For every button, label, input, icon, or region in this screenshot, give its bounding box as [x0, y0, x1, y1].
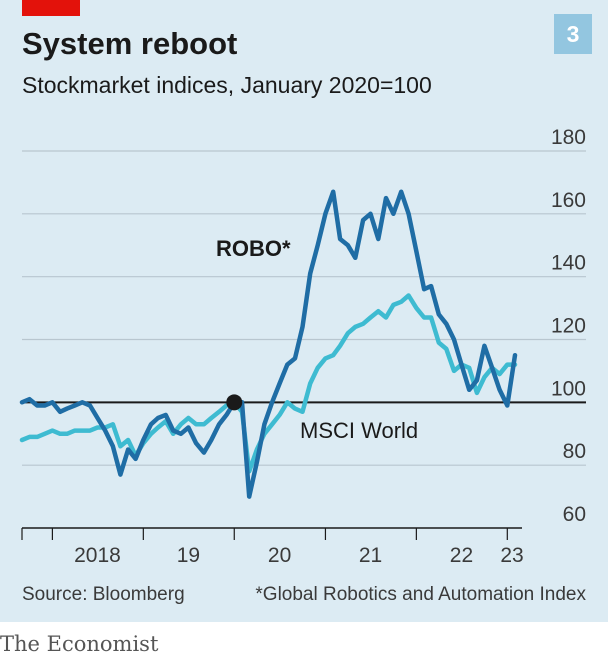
series-label-robo: ROBO*: [216, 236, 291, 261]
x-tick-label-19: 19: [177, 544, 200, 567]
x-tick-label-21: 21: [359, 544, 382, 567]
base-date-marker: [226, 394, 243, 411]
line-chart: 60 80 100 120 140 160 180 2018 19 20 21 22 23 ROBO*…: [19, 126, 586, 567]
series-labels: ROBO* MSCI World: [216, 236, 418, 443]
y-tick-label-120: 120: [551, 315, 586, 338]
markers: [226, 394, 243, 411]
y-tick-label-60: 60: [563, 503, 586, 526]
y-tick-labels: 60 80 100 120 140 160 180: [551, 126, 586, 526]
x-tick-label-20: 20: [268, 544, 291, 567]
source-note: Source: Bloomberg: [22, 584, 185, 605]
economist-logo-text: The Economist: [0, 632, 159, 656]
series-lines: [19, 189, 518, 499]
x-tick-label-2018: 2018: [74, 544, 121, 567]
x-axis: 2018 19 20 21 22 23: [21, 527, 524, 567]
chart-title: System reboot: [22, 26, 238, 61]
series-line-msci-world: [19, 293, 518, 474]
y-tick-label-100: 100: [551, 377, 586, 400]
x-tick-label-23: 23: [500, 544, 523, 567]
y-tick-label-140: 140: [551, 252, 586, 275]
chart-number-badge: 3: [554, 14, 592, 54]
brand-red-tab: [22, 0, 80, 16]
series-line-robo: [19, 189, 518, 499]
y-tick-label-80: 80: [563, 440, 586, 463]
y-tick-label-160: 160: [551, 189, 586, 212]
chart-subtitle: Stockmarket indices, January 2020=100: [22, 72, 432, 98]
chart-panel: System reboot Stockmarket indices, Janua…: [0, 0, 608, 622]
series-label-msci-world: MSCI World: [300, 418, 418, 443]
x-tick-label-22: 22: [450, 544, 473, 567]
footnote: *Global Robotics and Automation Index: [255, 584, 586, 605]
y-tick-label-180: 180: [551, 126, 586, 149]
